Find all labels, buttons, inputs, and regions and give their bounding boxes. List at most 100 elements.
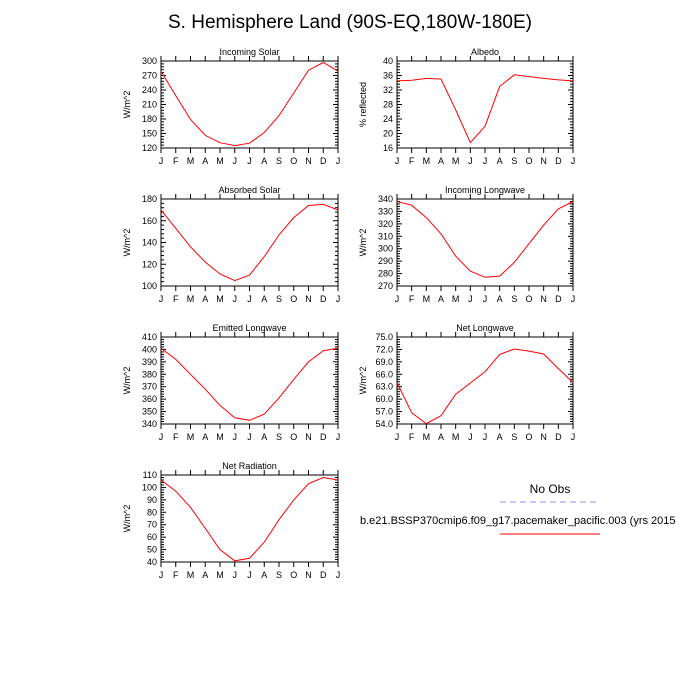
y-tick-label: 100 [142,482,157,492]
x-tick-label: A [438,432,444,442]
y-tick-label: 60 [147,532,157,542]
x-tick-label: J [395,294,400,304]
x-tick-label: J [395,156,400,166]
y-tick-label: 350 [142,407,157,417]
y-tick-label: 340 [142,419,157,429]
x-tick-label: A [202,294,208,304]
y-tick-label: 70 [147,520,157,530]
x-tick-label: N [305,294,312,304]
x-tick-label: M [452,432,460,442]
y-tick-label: 24 [383,114,393,124]
x-tick-label: J [247,570,252,580]
x-tick-label: J [233,294,238,304]
x-tick-label: O [290,432,297,442]
x-tick-label: J [247,156,252,166]
y-tick-label: 80 [147,507,157,517]
plot-frame [160,60,339,149]
y-tick-label: 400 [142,344,157,354]
x-tick-label: F [173,570,179,580]
x-tick-label: J [483,432,488,442]
x-tick-label: J [233,570,238,580]
legend-obs-line [500,501,600,503]
panel-incoming-solar: Incoming Solar W/m^2 120 150 180 210 240 270 300… [122,47,340,166]
panel-net-longwave: Net Longwave W/m^2 54.0 57.0 60.0 63.0 66.0 69.… [358,323,575,442]
x-tick-label: S [276,156,282,166]
x-tick-label: J [571,294,576,304]
x-tick-label: S [276,570,282,580]
x-tick-label: D [320,156,327,166]
x-tick-label: N [305,570,312,580]
y-tick-label: 120 [142,143,157,153]
x-tick-label: M [216,570,224,580]
y-axis-label: W/m^2 [122,229,132,257]
x-tick-label: O [525,156,532,166]
y-axis-label: W/m^2 [358,367,368,395]
series-line-model [160,476,339,562]
y-tick-label: 390 [142,357,157,367]
y-tick-label: 150 [142,129,157,139]
legend-model-line [500,533,600,535]
x-tick-label: A [202,570,208,580]
x-tick-label: J [336,294,341,304]
plot-frame [396,336,574,425]
x-tick-label: J [483,294,488,304]
x-tick-label: M [423,294,431,304]
x-tick-label: F [173,432,179,442]
x-tick-label: F [409,294,415,304]
x-tick-label: D [320,432,327,442]
panel-title: Net Radiation [222,461,277,471]
panel-title: Absorbed Solar [218,185,280,195]
x-tick-label: M [452,156,460,166]
y-tick-label: 340 [378,194,393,204]
plot-frame [160,336,339,425]
y-tick-label: 310 [378,231,393,241]
y-tick-label: 270 [378,281,393,291]
series-line-model [160,61,339,147]
x-tick-label: A [497,294,503,304]
y-tick-label: 63.0 [375,382,393,392]
y-tick-label: 180 [142,114,157,124]
x-tick-label: S [511,294,517,304]
x-tick-label: O [525,432,532,442]
x-tick-label: N [540,294,547,304]
x-tick-label: J [395,432,400,442]
y-tick-label: 90 [147,495,157,505]
y-tick-label: 360 [142,394,157,404]
x-tick-label: D [555,432,562,442]
y-tick-label: 370 [142,382,157,392]
x-tick-label: J [159,570,164,580]
panel-title: Incoming Longwave [445,185,525,195]
y-tick-label: 100 [142,281,157,291]
x-tick-label: M [216,432,224,442]
y-tick-label: 66.0 [375,369,393,379]
series-line-model [396,74,574,144]
y-axis-label: W/m^2 [122,505,132,533]
y-tick-label: 20 [383,129,393,139]
y-axis-label: W/m^2 [122,367,132,395]
x-tick-label: O [290,570,297,580]
x-tick-label: M [452,294,460,304]
plot-frame [396,60,574,149]
x-tick-label: J [571,156,576,166]
y-tick-label: 16 [383,143,393,153]
y-tick-label: 330 [378,206,393,216]
x-tick-label: J [159,432,164,442]
x-tick-label: F [173,294,179,304]
legend-obs: No Obs [500,482,600,510]
series-line-model [396,348,574,425]
x-tick-label: A [497,432,503,442]
x-tick-label: M [216,156,224,166]
x-tick-label: S [276,432,282,442]
x-tick-label: O [525,294,532,304]
series-line-model [160,347,339,421]
x-tick-label: M [423,432,431,442]
series-line-model [160,203,339,282]
panel-title: Emitted Longwave [212,323,286,333]
y-tick-label: 300 [142,56,157,66]
y-tick-label: 180 [142,194,157,204]
x-tick-label: J [336,156,341,166]
x-tick-label: J [468,294,473,304]
y-tick-label: 300 [378,244,393,254]
